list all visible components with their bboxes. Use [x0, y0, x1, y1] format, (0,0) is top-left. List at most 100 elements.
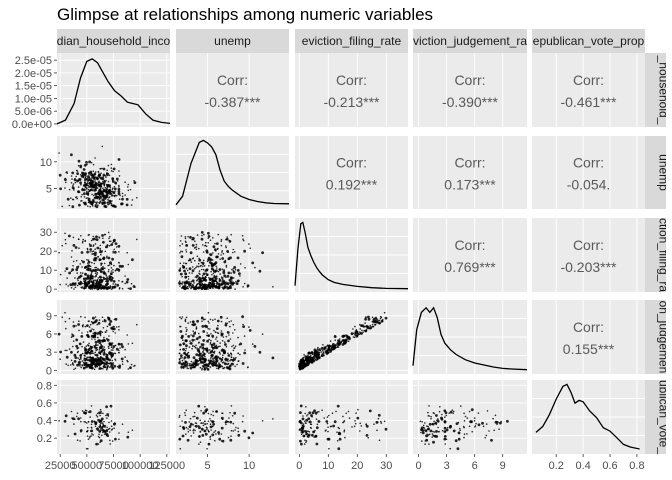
scatter-point	[118, 198, 121, 200]
scatter-point	[184, 353, 187, 356]
scatter-point	[72, 185, 74, 187]
scatter-point	[328, 447, 330, 450]
scatter-point	[244, 267, 246, 269]
scatter-point	[210, 413, 212, 416]
scatter-point	[426, 435, 429, 437]
scatter-point	[198, 362, 200, 365]
scatter-point	[208, 362, 211, 365]
scatter-point	[107, 435, 109, 438]
scatter-point	[420, 426, 424, 430]
scatter-point	[300, 442, 303, 446]
scatter-point	[351, 426, 353, 428]
strip-right-3: on_judgemen	[645, 300, 666, 374]
scatter-point	[209, 343, 212, 345]
scatter-point	[207, 288, 209, 290]
scatter-point	[121, 360, 124, 363]
scatter-point	[193, 267, 196, 270]
scatter-point	[66, 277, 68, 279]
scatter-point	[222, 279, 226, 283]
scatter-point	[133, 180, 135, 182]
scatter-point	[339, 338, 341, 340]
scatter-point	[198, 426, 201, 430]
scatter-point	[103, 420, 105, 423]
scatter-point	[207, 328, 209, 330]
scatter-point	[98, 173, 102, 177]
scatter-point	[126, 435, 130, 439]
scatter-point	[106, 279, 110, 283]
scatter-point	[328, 344, 331, 346]
scatter-point	[87, 344, 90, 347]
scatter-point	[201, 368, 203, 371]
scatter-point	[187, 259, 190, 262]
scatter-point	[101, 286, 104, 288]
scatter-point	[197, 349, 201, 353]
scatter-point	[113, 248, 116, 251]
scatter-point	[217, 367, 220, 369]
scatter-point	[110, 356, 113, 359]
scatter-point	[354, 325, 356, 328]
scatter-point	[102, 187, 104, 189]
scatter-point	[92, 328, 95, 331]
scatter-point	[90, 161, 93, 164]
scatter-point	[181, 282, 183, 285]
scatter-point	[319, 349, 322, 352]
scatter-point	[220, 333, 224, 337]
scatter-point	[99, 346, 103, 349]
scatter-point	[307, 413, 309, 416]
scatter-point	[99, 408, 102, 411]
scatter-point	[228, 321, 230, 323]
scatter-point	[110, 364, 113, 368]
scatter-point	[71, 333, 73, 335]
scatter-point	[91, 250, 93, 253]
y-tick-label: 0	[46, 365, 52, 377]
scatter-point	[237, 336, 239, 339]
scatter-point	[227, 363, 230, 365]
scatter-point	[441, 413, 443, 416]
scatter-point	[93, 197, 96, 199]
scatter-point	[64, 177, 66, 180]
scatter-point	[106, 186, 108, 188]
scatter-point	[313, 409, 316, 413]
scatter-point	[364, 329, 368, 333]
scatter-point	[384, 316, 388, 320]
scatter-point	[221, 277, 223, 280]
scatter-point	[316, 423, 319, 426]
scatter-point	[214, 360, 218, 364]
scatter-point	[365, 424, 369, 428]
scatter-point	[302, 423, 305, 425]
scatter-point	[96, 427, 99, 429]
scatter-point	[207, 412, 210, 415]
scatter-point	[311, 433, 314, 437]
scatter-point	[106, 338, 110, 342]
scatter-point	[460, 405, 462, 407]
corr-label: Corr:	[454, 72, 485, 88]
scatter-point	[205, 272, 207, 274]
scatter-point	[208, 276, 210, 279]
scatter-point	[423, 427, 426, 429]
scatter-point	[106, 169, 108, 172]
scatter-point	[198, 335, 202, 339]
scatter-point	[89, 416, 91, 418]
scatter-point	[237, 430, 240, 433]
scatter-point	[209, 350, 213, 354]
scatter-point	[218, 437, 222, 441]
scatter-point	[218, 279, 222, 282]
x-tick-label: 0.6	[602, 460, 617, 472]
scatter-point	[336, 404, 340, 408]
scatter-point	[96, 356, 99, 359]
scatter-point	[117, 158, 121, 161]
scatter-point	[81, 266, 83, 268]
scatter-point	[446, 426, 449, 429]
scatter-point	[110, 243, 114, 247]
scatter-point	[105, 353, 107, 355]
scatter-point	[65, 267, 69, 271]
scatter-point	[181, 250, 184, 253]
scatter-point	[108, 268, 110, 271]
scatter-point	[200, 261, 203, 264]
scatter-point	[94, 285, 98, 288]
scatter-point	[308, 411, 312, 415]
scatter-point	[100, 343, 102, 346]
scatter-point	[102, 368, 104, 370]
scatter-point	[243, 282, 246, 285]
strip-label: unemp	[214, 34, 251, 48]
